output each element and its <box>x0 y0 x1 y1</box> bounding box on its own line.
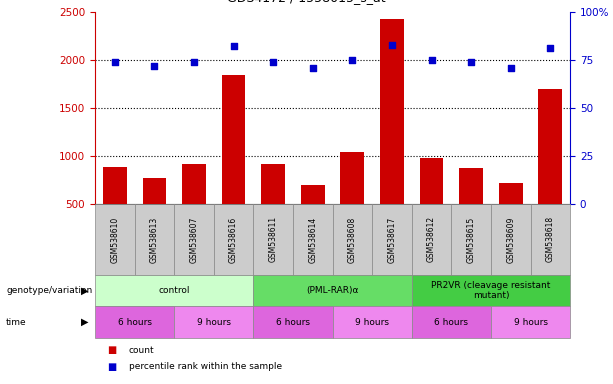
Point <box>229 43 238 50</box>
Bar <box>174 204 214 275</box>
Text: GSM538614: GSM538614 <box>308 216 318 263</box>
Bar <box>372 204 412 275</box>
Bar <box>222 75 245 252</box>
Text: percentile rank within the sample: percentile rank within the sample <box>129 362 282 371</box>
Point <box>268 59 278 65</box>
Text: GSM538608: GSM538608 <box>348 216 357 263</box>
Point <box>427 57 436 63</box>
Point <box>348 57 357 63</box>
Bar <box>293 204 332 275</box>
Bar <box>412 275 570 306</box>
Text: GSM538612: GSM538612 <box>427 216 436 263</box>
Text: 6 hours: 6 hours <box>118 318 151 327</box>
Bar <box>380 19 404 252</box>
Text: GSM538611: GSM538611 <box>268 216 278 263</box>
Text: ■: ■ <box>107 362 116 372</box>
Point <box>308 65 318 71</box>
Bar <box>538 89 562 252</box>
Bar <box>499 183 522 252</box>
Point <box>110 59 120 65</box>
Text: GSM538617: GSM538617 <box>387 216 397 263</box>
Point <box>546 45 555 51</box>
Text: GSM538618: GSM538618 <box>546 216 555 263</box>
Text: 9 hours: 9 hours <box>197 318 230 327</box>
Bar <box>530 204 570 275</box>
Text: ■: ■ <box>107 345 116 355</box>
Point <box>466 59 476 65</box>
Text: GDS4172 / 1558015_s_at: GDS4172 / 1558015_s_at <box>227 0 386 4</box>
Bar <box>253 204 293 275</box>
Point <box>387 41 397 48</box>
Text: control: control <box>158 286 190 295</box>
Text: 9 hours: 9 hours <box>514 318 547 327</box>
Bar <box>451 204 491 275</box>
Bar <box>301 185 325 252</box>
Text: (PML-RAR)α: (PML-RAR)α <box>306 286 359 295</box>
Bar <box>142 178 166 252</box>
Bar <box>135 204 174 275</box>
Text: 6 hours: 6 hours <box>435 318 468 327</box>
Text: ▶: ▶ <box>82 286 89 296</box>
Text: GSM538616: GSM538616 <box>229 216 238 263</box>
Text: time: time <box>6 318 27 327</box>
Point <box>506 65 516 71</box>
Bar <box>253 306 332 338</box>
Text: 6 hours: 6 hours <box>276 318 310 327</box>
Text: GSM538610: GSM538610 <box>110 216 120 263</box>
Bar <box>491 306 570 338</box>
Bar <box>182 164 206 252</box>
Text: count: count <box>129 346 154 355</box>
Bar <box>103 167 127 252</box>
Bar <box>214 204 253 275</box>
Point <box>189 59 199 65</box>
Bar <box>420 158 443 252</box>
Bar <box>491 204 530 275</box>
Text: GSM538609: GSM538609 <box>506 216 515 263</box>
Bar <box>332 306 412 338</box>
Text: ▶: ▶ <box>82 317 89 327</box>
Bar <box>261 164 285 252</box>
Bar <box>412 306 491 338</box>
Bar <box>95 306 174 338</box>
Bar <box>340 152 364 252</box>
Text: GSM538613: GSM538613 <box>150 216 159 263</box>
Bar <box>95 204 135 275</box>
Text: genotype/variation: genotype/variation <box>6 286 93 295</box>
Bar <box>332 204 372 275</box>
Bar <box>95 275 253 306</box>
Bar <box>174 306 253 338</box>
Text: PR2VR (cleavage resistant
mutant): PR2VR (cleavage resistant mutant) <box>431 281 550 300</box>
Bar <box>253 275 412 306</box>
Point <box>150 63 159 69</box>
Bar <box>412 204 451 275</box>
Text: GSM538615: GSM538615 <box>466 216 476 263</box>
Bar <box>459 169 483 252</box>
Text: GSM538607: GSM538607 <box>189 216 199 263</box>
Text: 9 hours: 9 hours <box>355 318 389 327</box>
